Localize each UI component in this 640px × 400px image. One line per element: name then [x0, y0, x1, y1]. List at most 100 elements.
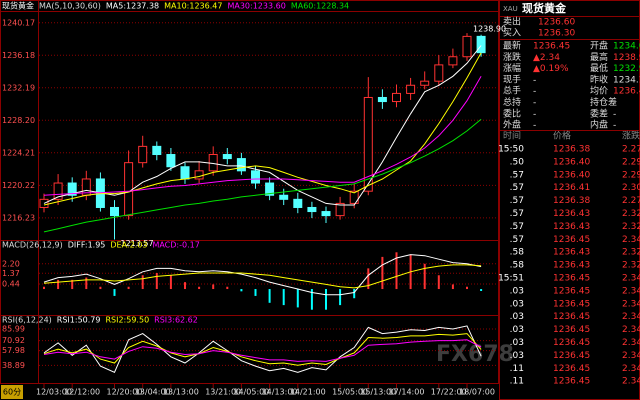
quote-value: -	[533, 75, 536, 85]
quote-symbol: XAU	[503, 5, 518, 13]
trade-change: 2.34	[622, 274, 640, 284]
trade-change: 2.30	[622, 183, 640, 193]
quote-label: 买入	[503, 28, 521, 39]
trade-change: 2.34	[622, 364, 640, 374]
indicator-line	[43, 52, 482, 206]
price-annotation: 1238.90	[473, 25, 506, 34]
trade-change: 2.29	[622, 170, 640, 180]
quote-label: 涨跌	[503, 52, 521, 63]
candle-body	[377, 96, 387, 103]
chart-title: RSI(6,12,24)	[2, 316, 52, 325]
x-tick-label: 12/20:00	[107, 388, 143, 397]
y-tick-label: 85.99	[2, 324, 25, 333]
quote-label: 最新	[503, 40, 521, 52]
indicator-line	[43, 45, 482, 206]
trade-price: 1236.43	[553, 222, 590, 232]
quote-value: -	[613, 121, 616, 131]
trade-price: 1236.45	[553, 325, 590, 335]
trade-price: 1236.45	[553, 338, 590, 348]
candle-body	[138, 145, 148, 164]
legend-entry: RSI1:50.79	[57, 316, 101, 325]
candle-body	[279, 194, 289, 200]
trade-time: .57	[510, 209, 524, 219]
candle-body	[53, 182, 63, 200]
y-tick-label: 1236.18	[2, 51, 35, 60]
trade-time: .57	[510, 170, 524, 180]
trade-change: 2.27	[622, 196, 640, 206]
trade-price: 1236.43	[553, 248, 590, 258]
period-label[interactable]: 60分	[3, 388, 21, 397]
quote-value: 1236.40	[613, 87, 640, 97]
quote-value: 1236.60	[538, 18, 575, 28]
indicator-line	[43, 254, 482, 296]
candle-body	[67, 182, 77, 196]
legend-entry: MA60:1228.34	[291, 2, 349, 11]
y-tick-label: 1240.17	[2, 18, 35, 27]
trade-time: .03	[510, 299, 524, 309]
y-tick-label: 2.20	[2, 259, 20, 268]
indicator-line	[43, 333, 482, 366]
x-tick-label: 13/21:00	[205, 388, 241, 397]
trade-price: 1236.45	[553, 235, 590, 245]
trade-price: 1236.43	[553, 209, 590, 219]
candle-body	[110, 206, 119, 217]
trade-price: 1236.38	[553, 196, 590, 206]
y-tick-label: 1228.20	[2, 116, 35, 125]
legend-entry: MACD:-0.17	[152, 241, 199, 250]
quote-label: 外盘	[503, 119, 521, 131]
y-tick-label: 70.92	[2, 336, 25, 345]
chart-frame	[0, 0, 499, 384]
quote-label: 最低	[590, 62, 608, 74]
quote-value: ▲2.34	[533, 53, 560, 63]
trade-change: 2.34	[622, 325, 640, 335]
indicator-line	[43, 325, 482, 373]
y-tick-label: 1220.22	[2, 181, 35, 190]
trade-time: .57	[510, 183, 524, 193]
trade-price: 1236.40	[553, 170, 590, 180]
quote-value: -	[533, 109, 536, 119]
quote-label: 现手	[503, 73, 521, 85]
period-button[interactable]	[1, 385, 23, 399]
legend-entry: MA10:1236.47	[164, 2, 222, 11]
quote-label: 涨幅	[503, 62, 521, 74]
candle-body	[124, 162, 134, 217]
quote-label: 委差	[590, 107, 608, 119]
legend-entry: DEA:2.03	[110, 241, 147, 250]
quote-value: -	[533, 121, 536, 131]
trade-time: .58	[510, 261, 525, 271]
trade-time: .57	[510, 235, 524, 245]
trade-change: 2.32	[622, 209, 640, 219]
quote-value: -	[613, 109, 616, 119]
trade-price: 1236.45	[553, 299, 590, 309]
legend-entry: MA30:1233.60	[227, 2, 285, 11]
trade-change: 2.32	[622, 261, 640, 271]
quote-label: 均价	[590, 85, 608, 97]
trade-time: .03	[510, 338, 524, 348]
x-tick-label: 15/05:00	[332, 388, 368, 397]
trades-header: 价格	[553, 130, 571, 142]
trade-price: 1236.41	[553, 183, 590, 193]
quote-label: 持仓差	[590, 96, 617, 108]
trade-time: 15:51	[498, 274, 524, 284]
legend-entry: MA5:1237.38	[106, 2, 159, 11]
x-tick-label: 14/13:00	[262, 388, 298, 397]
trades-header: 涨跌	[622, 131, 640, 142]
trade-time: .11	[510, 364, 524, 374]
x-tick-label: 17/14:00	[389, 388, 425, 397]
candle-body	[392, 92, 401, 103]
candle-body	[462, 35, 472, 58]
candle-body	[251, 170, 260, 184]
trade-time: .03	[510, 325, 524, 335]
quote-label: 总手	[503, 85, 521, 97]
candle-body	[265, 182, 275, 196]
indicator-line	[43, 264, 482, 289]
indicator-line	[43, 339, 482, 362]
quote-label: 开盘	[590, 40, 608, 52]
x-tick-label: 14/05:00	[233, 388, 269, 397]
quote-value: -	[613, 98, 616, 108]
